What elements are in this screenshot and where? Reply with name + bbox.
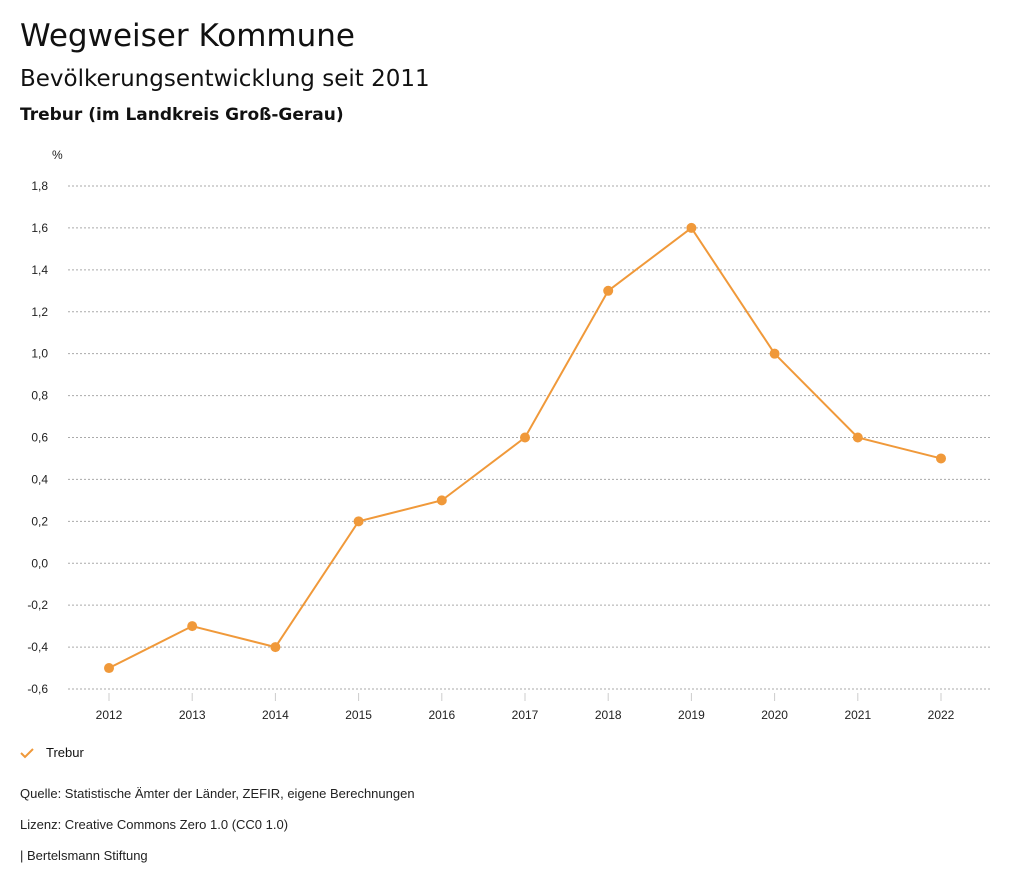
page-title: Wegweiser Kommune [20, 18, 355, 54]
region-label: Trebur (im Landkreis Groß-Gerau) [20, 105, 344, 125]
y-tick-label: 1,8 [31, 179, 48, 193]
x-tick-label: 2015 [345, 708, 372, 722]
line-chart: % -0,6 -0,4 -0,2 0,0 0,2 0,4 0,6 0,8 1,0 1,2 1,4 1,… [27, 148, 991, 722]
y-tick-label: 1,4 [31, 263, 48, 277]
y-tick-label: 0,4 [31, 472, 48, 486]
data-point[interactable] [436, 495, 447, 506]
data-point[interactable] [686, 222, 697, 233]
data-point[interactable] [104, 663, 114, 674]
data-point[interactable] [520, 432, 530, 443]
x-tick-label: 2012 [96, 708, 123, 722]
source-note: Quelle: Statistische Ämter der Länder, Z… [20, 786, 415, 801]
x-tick-label: 2017 [512, 708, 539, 722]
legend-item-trebur[interactable]: Trebur [20, 745, 84, 760]
y-tick-label: 1,6 [31, 221, 48, 235]
x-tick-label: 2013 [179, 708, 206, 722]
y-axis-unit: % [52, 148, 63, 162]
series-line-trebur [108, 226, 942, 669]
x-tick-label: 2019 [678, 708, 705, 722]
y-tick-label: 1,0 [31, 347, 48, 361]
y-tick-label: 0,2 [31, 514, 48, 528]
x-tick-label: 2016 [428, 708, 455, 722]
y-tick-label: -0,2 [27, 598, 48, 612]
data-point[interactable] [936, 453, 946, 464]
y-tick-label: 0,0 [31, 556, 48, 570]
x-tick-label: 2014 [262, 708, 289, 722]
data-point[interactable] [852, 432, 863, 443]
check-icon [20, 747, 34, 758]
legend-label: Trebur [46, 745, 84, 760]
chart-subtitle: Bevölkerungsentwicklung seit 2011 [20, 66, 430, 92]
x-tick-label: 2022 [928, 708, 955, 722]
license-note: Lizenz: Creative Commons Zero 1.0 (CC0 1… [20, 817, 289, 832]
y-tick-label: -0,4 [27, 640, 48, 654]
y-tick-label: 0,6 [31, 431, 48, 445]
data-point[interactable] [353, 516, 364, 527]
data-point[interactable] [270, 642, 281, 653]
y-tick-label: 0,8 [31, 389, 48, 403]
y-tick-label: -0,6 [27, 682, 48, 696]
x-tick-label: 2021 [844, 708, 871, 722]
x-tick-label: 2018 [595, 708, 622, 722]
x-tick-label: 2020 [761, 708, 788, 722]
y-tick-label: 1,2 [31, 305, 48, 319]
data-point[interactable] [603, 285, 614, 296]
data-point[interactable] [187, 621, 198, 632]
data-point[interactable] [769, 348, 780, 359]
credit-note: | Bertelsmann Stiftung [20, 848, 148, 863]
